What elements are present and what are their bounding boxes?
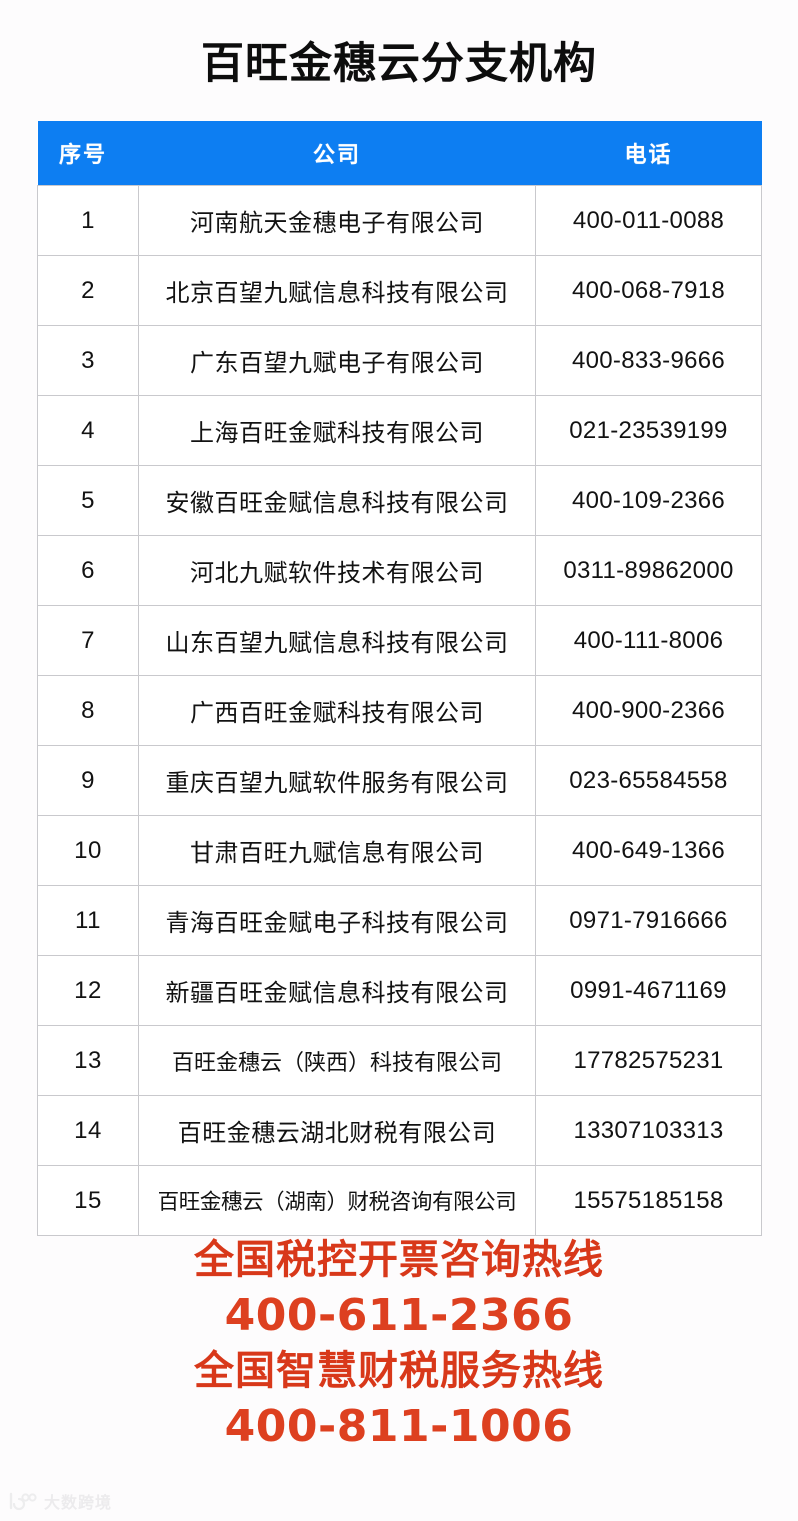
hotline-label-smart-finance: 全国智慧财税服务热线 (194, 1348, 604, 1394)
cell-phone: 17782575231 (535, 1025, 762, 1096)
table-header-row: 序号 公司 电话 (37, 121, 762, 186)
cell-company: 上海百旺金赋科技有限公司 (138, 395, 536, 466)
cell-index: 1 (37, 185, 139, 256)
cell-phone: 400-068-7918 (535, 255, 762, 326)
column-header-company: 公司 (138, 121, 536, 186)
hotline-number-smart-finance[interactable]: 400-811-1006 (224, 1401, 574, 1452)
cell-index: 15 (37, 1165, 139, 1236)
branch-table: 序号 公司 电话 1 河南航天金穗电子有限公司 400-011-0088 2 北… (37, 121, 762, 1236)
cell-company: 甘肃百旺九赋信息有限公司 (138, 815, 536, 886)
cell-company: 北京百望九赋信息科技有限公司 (138, 255, 536, 326)
cell-index: 8 (37, 675, 139, 746)
cell-index: 3 (37, 325, 139, 396)
table-row: 8 广西百旺金赋科技有限公司 400-900-2366 (37, 675, 762, 746)
cell-index: 14 (37, 1095, 139, 1166)
hotline-section: 全国税控开票咨询热线 400-611-2366 全国智慧财税服务热线 400-8… (0, 1234, 798, 1456)
cell-phone: 400-649-1366 (535, 815, 762, 886)
cell-company: 河北九赋软件技术有限公司 (138, 535, 536, 606)
cell-company: 重庆百望九赋软件服务有限公司 (138, 745, 536, 816)
cell-index: 6 (37, 535, 139, 606)
cell-index: 4 (37, 395, 139, 466)
cell-phone: 400-111-8006 (535, 605, 762, 676)
cell-company: 广东百望九赋电子有限公司 (138, 325, 536, 396)
cell-phone: 400-833-9666 (535, 325, 762, 396)
cell-phone: 13307103313 (535, 1095, 762, 1166)
cell-phone: 023-65584558 (535, 745, 762, 816)
cell-index: 7 (37, 605, 139, 676)
table-body: 1 河南航天金穗电子有限公司 400-011-0088 2 北京百望九赋信息科技… (37, 185, 762, 1236)
hotline-number-tax-invoice[interactable]: 400-611-2366 (224, 1290, 574, 1341)
cell-index: 10 (37, 815, 139, 886)
table-header: 序号 公司 电话 (37, 121, 762, 186)
table-row: 3 广东百望九赋电子有限公司 400-833-9666 (37, 325, 762, 396)
table-row: 9 重庆百望九赋软件服务有限公司 023-65584558 (37, 745, 762, 816)
hotline-label-tax-invoice: 全国税控开票咨询热线 (194, 1237, 604, 1283)
table-row: 6 河北九赋软件技术有限公司 0311-89862000 (37, 535, 762, 606)
column-header-phone: 电话 (535, 121, 762, 186)
cell-phone: 15575185158 (535, 1165, 762, 1236)
table-row: 5 安徽百旺金赋信息科技有限公司 400-109-2366 (37, 465, 762, 536)
table-row: 14 百旺金穗云湖北财税有限公司 13307103313 (37, 1095, 762, 1166)
branch-table-container: 序号 公司 电话 1 河南航天金穗电子有限公司 400-011-0088 2 北… (37, 121, 762, 1236)
cell-company: 百旺金穗云（陕西）科技有限公司 (138, 1025, 536, 1096)
cell-company: 广西百旺金赋科技有限公司 (138, 675, 536, 746)
cell-company: 百旺金穗云（湖南）财税咨询有限公司 (138, 1165, 536, 1236)
cell-phone: 400-900-2366 (535, 675, 762, 746)
cell-company: 安徽百旺金赋信息科技有限公司 (138, 465, 536, 536)
page-title: 百旺金穗云分支机构 (201, 39, 597, 89)
table-row: 10 甘肃百旺九赋信息有限公司 400-649-1366 (37, 815, 762, 886)
cell-company: 河南航天金穗电子有限公司 (138, 185, 536, 256)
cell-company: 新疆百旺金赋信息科技有限公司 (138, 955, 536, 1026)
table-row: 11 青海百旺金赋电子科技有限公司 0971-7916666 (37, 885, 762, 956)
cell-company: 山东百望九赋信息科技有限公司 (138, 605, 536, 676)
cell-company: 青海百旺金赋电子科技有限公司 (138, 885, 536, 956)
lens-logo-icon (8, 1491, 38, 1511)
cell-company: 百旺金穗云湖北财税有限公司 (138, 1095, 536, 1166)
cell-phone: 0991-4671169 (535, 955, 762, 1026)
table-row: 13 百旺金穗云（陕西）科技有限公司 17782575231 (37, 1025, 762, 1096)
table-row: 4 上海百旺金赋科技有限公司 021-23539199 (37, 395, 762, 466)
cell-index: 5 (37, 465, 139, 536)
column-header-index: 序号 (37, 121, 139, 186)
cell-index: 11 (37, 885, 139, 956)
table-row: 12 新疆百旺金赋信息科技有限公司 0991-4671169 (37, 955, 762, 1026)
cell-index: 2 (37, 255, 139, 326)
cell-phone: 400-011-0088 (535, 185, 762, 256)
table-row: 7 山东百望九赋信息科技有限公司 400-111-8006 (37, 605, 762, 676)
watermark-text: 大数跨境 (44, 1493, 113, 1512)
cell-phone: 400-109-2366 (535, 465, 762, 536)
cell-phone: 021-23539199 (535, 395, 762, 466)
cell-index: 9 (37, 745, 139, 816)
table-row: 15 百旺金穗云（湖南）财税咨询有限公司 15575185158 (37, 1165, 762, 1236)
table-row: 2 北京百望九赋信息科技有限公司 400-068-7918 (37, 255, 762, 326)
cell-index: 12 (37, 955, 139, 1026)
watermark: 大数跨境 (8, 1489, 112, 1513)
cell-index: 13 (37, 1025, 139, 1096)
table-row: 1 河南航天金穗电子有限公司 400-011-0088 (37, 185, 762, 256)
cell-phone: 0311-89862000 (535, 535, 762, 606)
cell-phone: 0971-7916666 (535, 885, 762, 956)
